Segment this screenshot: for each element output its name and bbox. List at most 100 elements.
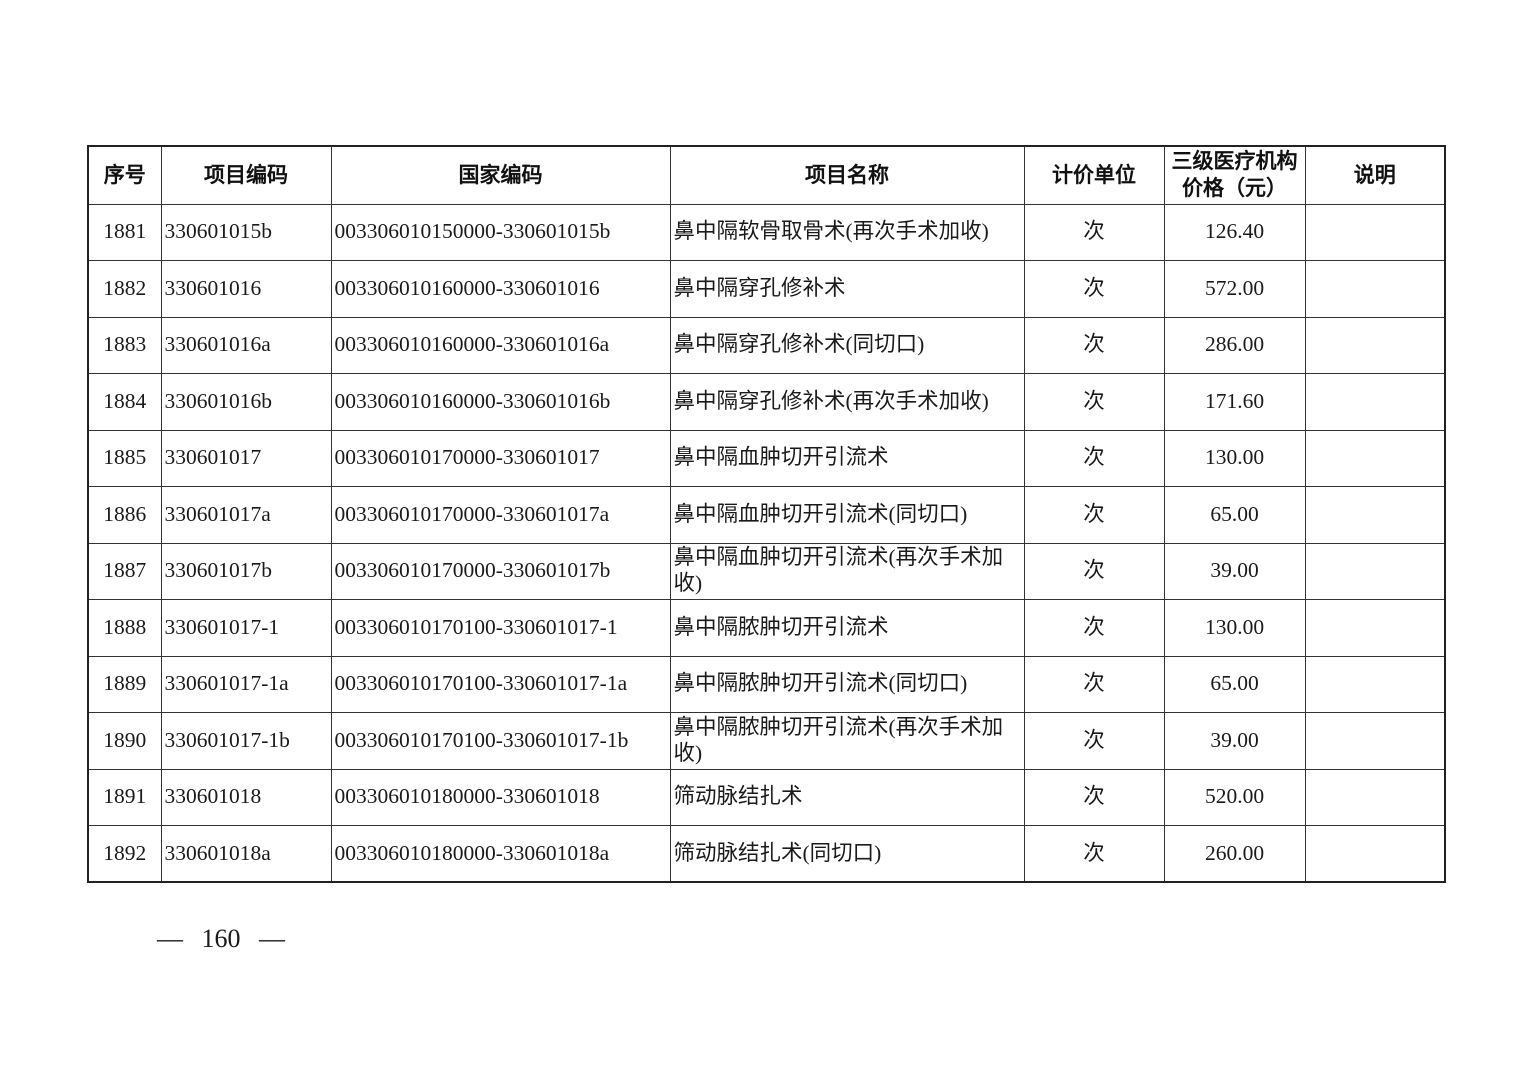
cell-unit: 次 [1023,373,1165,431]
cell-unit: 次 [1023,203,1165,261]
cell-project-name: 鼻中隔脓肿切开引流术 [669,599,1025,657]
column-header-note: 说明 [1304,145,1446,205]
cell-national-code: 003306010170100-330601017-1b [330,712,671,770]
cell-project-code: 330601016b [160,373,332,431]
cell-unit: 次 [1023,316,1165,374]
cell-project-code: 330601017a [160,486,332,544]
cell-national-code: 003306010160000-330601016b [330,373,671,431]
cell-note [1304,655,1446,713]
page-number: — 160 — [157,924,285,953]
cell-project-code: 330601016 [160,260,332,318]
cell-national-code: 003306010160000-330601016 [330,260,671,318]
cell-unit: 次 [1023,655,1165,713]
cell-serial: 1885 [87,429,162,487]
cell-price: 130.00 [1163,599,1306,657]
table-row: 1886 330601017a 003306010170000-330601017a… [87,486,1446,544]
cell-serial: 1884 [87,373,162,431]
cell-price: 260.00 [1163,825,1306,883]
cell-serial: 1882 [87,260,162,318]
cell-note [1304,712,1446,770]
cell-project-name: 鼻中隔穿孔修补术(再次手术加收) [669,373,1025,431]
cell-note [1304,260,1446,318]
cell-project-code: 330601018a [160,825,332,883]
cell-national-code: 003306010170000-330601017a [330,486,671,544]
cell-project-name: 鼻中隔血肿切开引流术(再次手术加收) [669,542,1025,600]
cell-unit: 次 [1023,712,1165,770]
cell-note [1304,542,1446,600]
cell-national-code: 003306010180000-330601018a [330,825,671,883]
cell-project-code: 330601018 [160,768,332,826]
cell-price: 130.00 [1163,429,1306,487]
table-row: 1885 330601017 003306010170000-330601017 鼻中… [87,429,1446,487]
column-header-project-name: 项目名称 [669,145,1025,205]
cell-unit: 次 [1023,429,1165,487]
cell-price: 286.00 [1163,316,1306,374]
cell-project-name: 鼻中隔脓肿切开引流术(同切口) [669,655,1025,713]
cell-note [1304,825,1446,883]
cell-serial: 1891 [87,768,162,826]
cell-note [1304,316,1446,374]
cell-project-name: 鼻中隔血肿切开引流术(同切口) [669,486,1025,544]
table-row: 1888 330601017-1 003306010170100-330601017… [87,599,1446,657]
cell-price: 39.00 [1163,542,1306,600]
cell-price: 126.40 [1163,203,1306,261]
cell-project-code: 330601017-1 [160,599,332,657]
cell-project-name: 鼻中隔脓肿切开引流术(再次手术加收) [669,712,1025,770]
cell-national-code: 003306010170100-330601017-1 [330,599,671,657]
table-row: 1889 330601017-1a 003306010170100-33060101… [87,655,1446,713]
cell-project-name: 鼻中隔穿孔修补术 [669,260,1025,318]
cell-project-name: 鼻中隔软骨取骨术(再次手术加收) [669,203,1025,261]
table-row: 1882 330601016 003306010160000-330601016 鼻中… [87,260,1446,318]
cell-price: 171.60 [1163,373,1306,431]
cell-unit: 次 [1023,768,1165,826]
cell-serial: 1892 [87,825,162,883]
cell-serial: 1886 [87,486,162,544]
cell-national-code: 003306010170000-330601017 [330,429,671,487]
cell-unit: 次 [1023,825,1165,883]
cell-price: 572.00 [1163,260,1306,318]
cell-project-name: 筛动脉结扎术(同切口) [669,825,1025,883]
cell-project-name: 筛动脉结扎术 [669,768,1025,826]
cell-serial: 1887 [87,542,162,600]
cell-serial: 1888 [87,599,162,657]
table-row: 1890 330601017-1b 003306010170100-33060101… [87,712,1446,770]
cell-unit: 次 [1023,542,1165,600]
table-body: 1881 330601015b 003306010150000-330601015b… [87,203,1446,883]
cell-note [1304,486,1446,544]
cell-national-code: 003306010180000-330601018 [330,768,671,826]
cell-serial: 1889 [87,655,162,713]
cell-serial: 1890 [87,712,162,770]
header-row: 序号 项目编码 国家编码 项目名称 计价单位 三级医疗机构 价格（元） 说明 [87,145,1446,205]
cell-project-code: 330601017-1b [160,712,332,770]
column-header-unit: 计价单位 [1023,145,1165,205]
cell-note [1304,203,1446,261]
cell-national-code: 003306010170100-330601017-1a [330,655,671,713]
cell-national-code: 003306010160000-330601016a [330,316,671,374]
cell-project-code: 330601016a [160,316,332,374]
cell-national-code: 003306010170000-330601017b [330,542,671,600]
cell-unit: 次 [1023,599,1165,657]
cell-project-code: 330601015b [160,203,332,261]
cell-note [1304,429,1446,487]
cell-note [1304,768,1446,826]
cell-project-code: 330601017b [160,542,332,600]
cell-price: 65.00 [1163,486,1306,544]
cell-price: 39.00 [1163,712,1306,770]
column-header-national-code: 国家编码 [330,145,671,205]
cell-unit: 次 [1023,486,1165,544]
cell-project-name: 鼻中隔穿孔修补术(同切口) [669,316,1025,374]
cell-national-code: 003306010150000-330601015b [330,203,671,261]
cell-project-code: 330601017-1a [160,655,332,713]
column-header-serial: 序号 [87,145,162,205]
cell-note [1304,599,1446,657]
cell-serial: 1881 [87,203,162,261]
table-row: 1887 330601017b 003306010170000-330601017b… [87,542,1446,600]
table-row: 1881 330601015b 003306010150000-330601015b… [87,203,1446,261]
cell-note [1304,373,1446,431]
cell-unit: 次 [1023,260,1165,318]
table-row: 1884 330601016b 003306010160000-330601016b… [87,373,1446,431]
cell-project-code: 330601017 [160,429,332,487]
cell-project-name: 鼻中隔血肿切开引流术 [669,429,1025,487]
table-row: 1891 330601018 003306010180000-330601018 筛动… [87,768,1446,826]
